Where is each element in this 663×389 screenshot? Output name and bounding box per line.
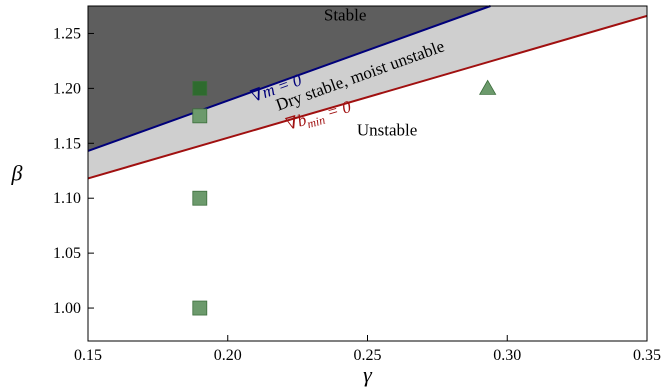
- x-tick-label: 0.35: [633, 347, 661, 364]
- grad-bmin-label-sub: min: [305, 113, 326, 131]
- y-tick-label: 1.00: [53, 300, 81, 317]
- x-tick-label: 0.20: [214, 347, 242, 364]
- square-marker: [192, 190, 208, 206]
- y-tick-label: 1.05: [53, 245, 81, 262]
- square-marker: [192, 300, 208, 316]
- y-axis-label: β: [11, 161, 23, 186]
- x-axis-label: γ: [363, 362, 373, 387]
- unstable-label: Unstable: [357, 121, 417, 140]
- y-tick-label: 1.15: [53, 135, 81, 152]
- data-markers: [192, 79, 497, 316]
- grad-bmin-boundary-line: [87, 14, 648, 180]
- grad-bmin-label-base: ∇b: [284, 110, 309, 134]
- y-axis: 1.00 1.05 1.10 1.15 1.20 1.25: [53, 25, 94, 317]
- triangle-marker: [478, 79, 497, 95]
- square-marker: [192, 80, 208, 96]
- stable-label: Stable: [324, 5, 367, 24]
- x-axis: 0.15 0.20 0.25 0.30 0.35: [74, 335, 661, 364]
- y-tick-label: 1.10: [53, 190, 81, 207]
- y-tick-label: 1.25: [53, 25, 81, 42]
- plot-area: Stable Dry stable, moist unstable Unstab…: [87, 5, 648, 342]
- x-tick-label: 0.15: [74, 347, 102, 364]
- grad-m-boundary-line: [87, 5, 491, 152]
- x-tick-label: 0.25: [354, 347, 382, 364]
- y-tick-label: 1.20: [53, 80, 81, 97]
- x-tick-label: 0.30: [493, 347, 521, 364]
- square-marker: [192, 108, 208, 124]
